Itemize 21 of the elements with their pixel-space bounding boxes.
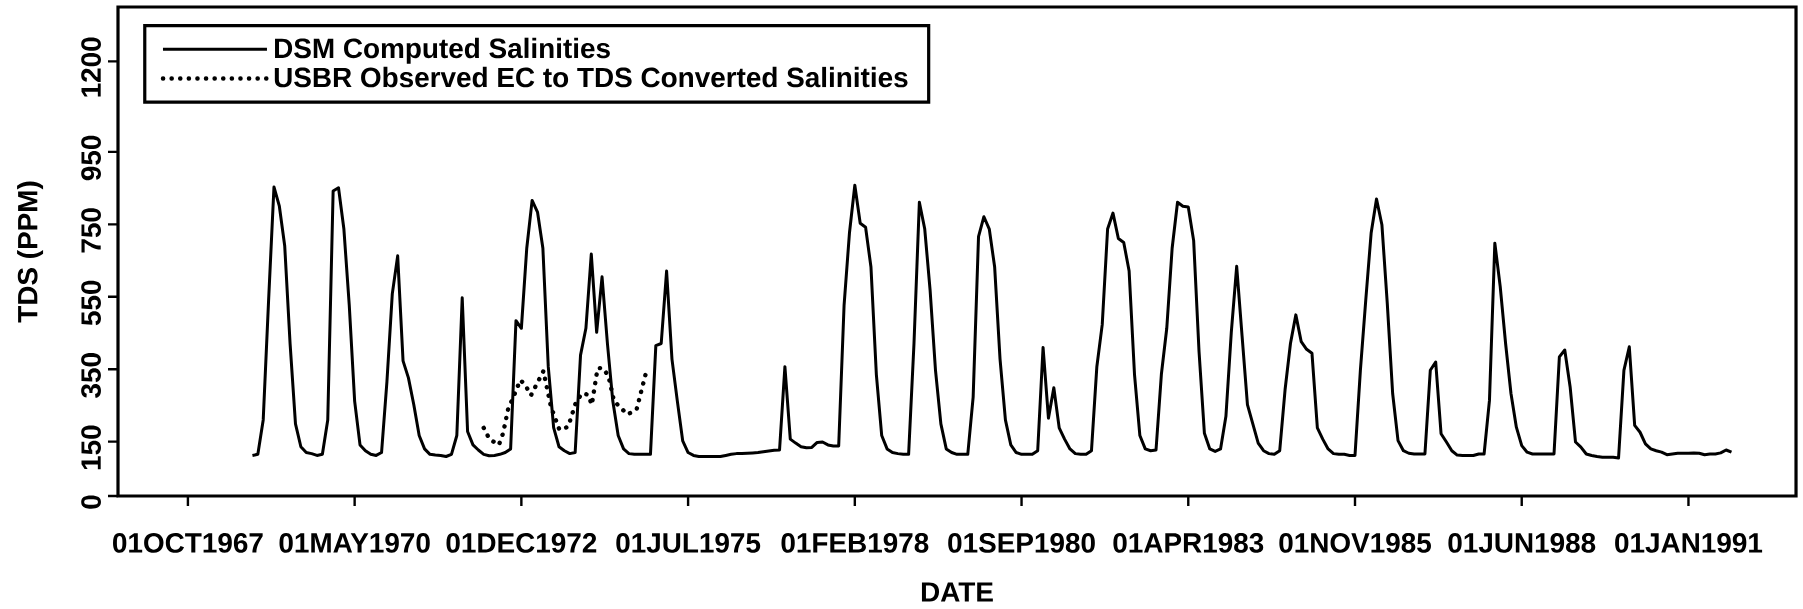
y-tick-label: 150 xyxy=(81,425,101,470)
y-tick-label: 550 xyxy=(81,280,101,326)
x-tick-label: 01APR1983 xyxy=(1113,533,1264,553)
x-tick-label: 01DEC1972 xyxy=(446,533,597,553)
y-tick-label: 750 xyxy=(81,208,101,253)
y-tick-label: 350 xyxy=(81,353,101,398)
x-tick-label: 01JUN1988 xyxy=(1448,533,1596,553)
y-axis-title: TDS (PPM) xyxy=(17,181,44,323)
x-tick-label: 01FEB1978 xyxy=(781,533,929,553)
x-tick-label: 01NOV1985 xyxy=(1279,533,1431,553)
x-tick-label: 01JAN1991 xyxy=(1615,533,1763,553)
x-tick-label: 01JUL1975 xyxy=(616,533,761,553)
y-tick-label: 0 xyxy=(81,495,101,509)
x-axis-title: DATE xyxy=(921,582,993,602)
y-tick-label: 950 xyxy=(81,135,101,181)
x-tick-label: 01OCT1967 xyxy=(113,533,263,553)
x-tick-label: 01SEP1980 xyxy=(948,533,1095,553)
x-tick-label: 01MAY1970 xyxy=(279,533,430,553)
y-tick-label: 1200 xyxy=(81,37,101,97)
legend-label: USBR Observed EC to TDS Converted Salinities xyxy=(274,66,908,88)
legend-label: DSM Computed Salinities xyxy=(275,37,610,64)
